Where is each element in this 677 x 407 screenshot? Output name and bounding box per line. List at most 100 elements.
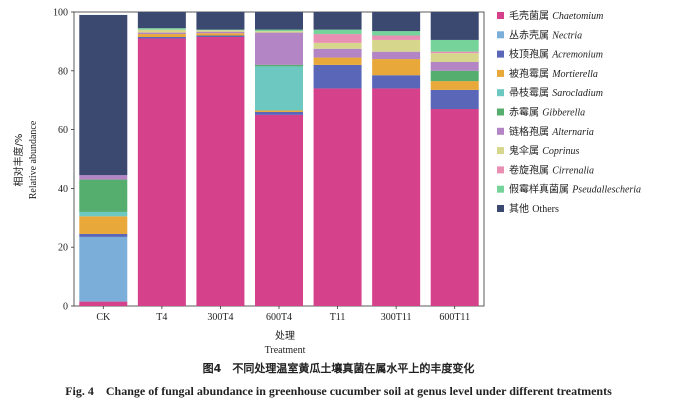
legend-item-others: 其他 Others (497, 202, 559, 215)
bar-stack-300t11 (372, 12, 421, 306)
legend-item-chaetomium: 毛壳菌属 Chaetomium (497, 9, 603, 22)
legend-item-alternaria: 链格孢属 Alternaria (497, 125, 594, 138)
bar-segment-alternaria-ck (79, 175, 128, 180)
legend-label: 卷旋孢属 Cirrenalia (509, 163, 594, 176)
legend-item-pseudallescheria: 假霉样真菌属 Pseudallescheria (497, 183, 641, 196)
bar-segment-chaetomium-600t4 (255, 114, 303, 307)
y-axis-label-cn: 相对丰度/% (12, 134, 25, 187)
y-tick-label-100: 100 (53, 8, 68, 19)
legend-swatch (497, 89, 504, 97)
legend-item-mortierella: 被孢霉属 Mortierella (497, 67, 598, 80)
legend-label-latin: Coprinus (542, 146, 579, 157)
y-tick-label-20: 20 (58, 243, 68, 254)
legend-label-cn: 链格孢属 (509, 125, 552, 138)
bar-segment-pseudallescheria-600t4 (255, 29, 303, 32)
bar-segment-gibberella-ck (79, 179, 128, 212)
x-tick-label-600t11: 600T11 (439, 312, 470, 323)
bar-segment-alternaria-t4 (137, 32, 186, 35)
bar-segment-acremonium-300t11 (372, 75, 421, 89)
bar-segment-coprinus-300t4 (196, 30, 245, 32)
bar-segment-cirrenalia-600t11 (430, 51, 479, 54)
legend-item-acremonium: 枝顶孢属 Acremonium (497, 48, 603, 61)
y-tick-label-40: 40 (58, 184, 68, 195)
legend-label-cn: 赤霉属 (509, 107, 542, 119)
x-tick-label-ck: CK (96, 312, 111, 323)
legend-label: 毛壳菌属 Chaetomium (509, 9, 603, 22)
bar-stack-600t4 (255, 12, 303, 307)
x-tick-label-300t4: 300T4 (207, 312, 233, 323)
bar-segment-mortierella-300t11 (372, 59, 421, 76)
y-tick-label-0: 0 (63, 302, 68, 313)
legend-swatch (497, 31, 504, 39)
x-axis: CK T4 300T4 600T4 T11 300T11 600T11 (96, 306, 470, 323)
bar-segment-acremonium-t11 (313, 64, 362, 89)
x-axis-label-en: Treatment (265, 345, 306, 356)
legend-label: 假霉样真菌属 Pseudallescheria (509, 183, 641, 196)
x-tick-label-t4: T4 (156, 312, 167, 323)
bar-segment-pseudallescheria-t11 (313, 29, 362, 35)
bar-segment-acremonium-ck (79, 233, 128, 237)
legend-label-cn: 卷旋孢属 (509, 163, 552, 176)
y-axis: 0 20 40 60 80 100 (53, 8, 74, 313)
legend-swatch (497, 127, 504, 135)
bar-segment-nectria-ck (79, 236, 128, 302)
legend-swatch (497, 205, 504, 212)
legend-label-cn: 假霉样真菌属 (509, 183, 572, 196)
legend-label-latin: Mortierella (551, 69, 598, 80)
legend-label-cn: 毛壳菌属 (509, 9, 552, 22)
bar-segment-gibberella-600t11 (430, 70, 479, 82)
bar-segment-coprinus-t11 (313, 42, 362, 49)
legend-item-cirrenalia: 卷旋孢属 Cirrenalia (497, 163, 594, 176)
bar-segment-chaetomium-t11 (313, 88, 362, 306)
legend-swatch (497, 12, 504, 19)
bar-segment-mortierella-600t11 (430, 81, 479, 90)
legend-label: 鬼伞属 Coprinus (509, 144, 580, 157)
bar-segment-pseudallescheria-600t11 (430, 39, 479, 52)
bar-segment-others-ck (79, 14, 128, 176)
legend-label: 链格孢属 Alternaria (509, 125, 594, 138)
bar-segment-alternaria-300t11 (372, 51, 421, 60)
legend-swatch (497, 147, 504, 155)
legend-label-cn: 被孢霉属 (509, 67, 552, 80)
legend-swatch (497, 166, 504, 174)
bar-segment-alternaria-600t11 (430, 61, 479, 71)
legend-swatch (497, 108, 504, 116)
bar-segment-alternaria-300t4 (196, 31, 245, 34)
bar-segment-coprinus-t4 (137, 29, 186, 33)
legend-label-latin: Others (532, 204, 559, 215)
bar-stack-ck (79, 14, 128, 306)
bar-segment-coprinus-600t4 (255, 31, 303, 33)
bar-segment-acremonium-600t11 (430, 89, 479, 110)
legend-label: 赤霉属 Gibberella (509, 107, 585, 119)
bar-segment-acremonium-300t4 (196, 35, 245, 37)
bar-stack-300t4 (196, 12, 245, 307)
bar-segment-alternaria-600t4 (255, 32, 303, 65)
bar-stack-t4 (137, 12, 186, 307)
stacked-bar-chart: 0 20 40 60 80 100 CK T4 300T4 600T4 T11 300T11 600T… (12, 8, 641, 357)
y-axis-label-en: Relative abundance (28, 120, 39, 199)
bar-segment-chaetomium-300t11 (372, 88, 421, 306)
legend-label: 枝顶孢属 Acremonium (509, 48, 603, 61)
x-tick-label-t11: T11 (330, 312, 346, 323)
legend-label-latin: Pseudallescheria (571, 185, 641, 196)
bar-segment-others-t4 (137, 12, 186, 29)
figure-caption-cn: 图4 不同处理温室黄瓜土壤真菌在属水平上的丰度变化 (202, 362, 475, 375)
legend-item-sarocladium: 帚枝霉属 Sarocladium (497, 86, 603, 99)
bar-segment-gibberella-600t4 (255, 64, 303, 67)
bar-segment-chaetomium-300t4 (196, 36, 245, 307)
x-tick-label-600t4: 600T4 (266, 312, 292, 323)
legend-label-cn: 其他 (509, 202, 532, 215)
legend-label-latin: Acremonium (551, 50, 603, 61)
bar-stack-600t11 (430, 12, 479, 307)
x-axis-label-cn: 处理 (275, 330, 295, 342)
bar-segment-others-t11 (313, 12, 362, 30)
bar-segment-chaetomium-t4 (137, 38, 186, 307)
legend-label-cn: 枝顶孢属 (509, 48, 552, 61)
bar-segment-cirrenalia-300t11 (372, 35, 421, 40)
legend-label-latin: Cirrenalia (552, 165, 594, 176)
bar-segment-mortierella-ck (79, 216, 128, 234)
legend-label-cn: 帚枝霉属 (509, 86, 552, 99)
legend-label-cn: 鬼伞属 (509, 144, 542, 157)
bar-segment-chaetomium-600t11 (430, 109, 479, 307)
